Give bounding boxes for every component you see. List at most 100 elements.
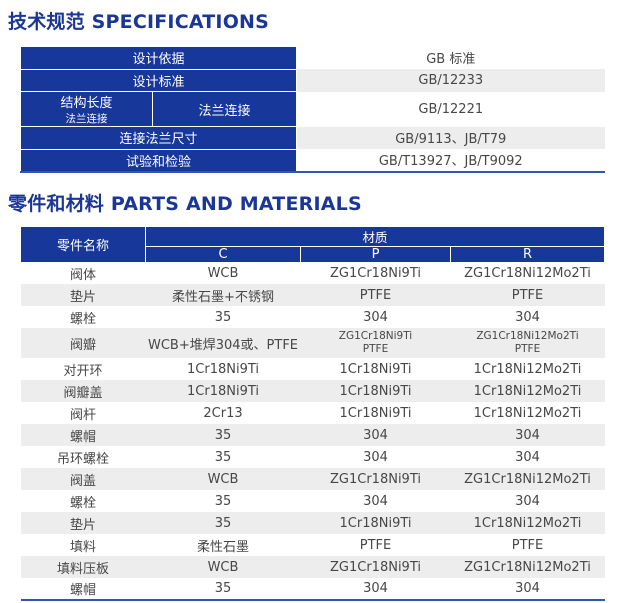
parts-row: 垫片 35 1Cr18Ni9Ti 1Cr18Ni12Mo2Ti xyxy=(20,512,605,535)
material-p-cell: ZG1Cr18Ni9Ti xyxy=(330,265,421,281)
part-name-cell: 螺帽 xyxy=(20,424,146,447)
spec-label-cell: 设计依据 xyxy=(19,46,298,70)
spec-table-body: 设计依据 GB 标准 设计标准 GB/12233 结构长度 法兰连接 法兰连接 G… xyxy=(19,46,605,172)
material-c-cell: WCB xyxy=(145,468,301,491)
material-p-cell: 1Cr18Ni9Ti xyxy=(339,361,412,377)
material-c-cell: 35 xyxy=(214,309,232,325)
spec-row: 设计依据 GB 标准 xyxy=(19,46,605,70)
spec-value-cell: GB 标准 xyxy=(426,52,476,68)
material-c-cell: 35 xyxy=(145,424,301,447)
material-p-cell: ZG1Cr18Ni9Ti PTFE xyxy=(300,328,451,359)
part-name-cell: 螺栓 xyxy=(69,311,96,327)
material-subvalue: 法兰连接 xyxy=(65,113,108,125)
parts-header-row-2: C P R xyxy=(21,245,605,263)
material-p-cell: 1Cr18Ni9Ti xyxy=(339,405,412,421)
spec-value-cell: GB/12221 xyxy=(418,101,484,117)
parts-table-body: 阀体 WCB ZG1Cr18Ni9Ti ZG1Cr18Ni12Mo2Ti 垫片 … xyxy=(20,262,605,600)
parts-table-header: 零件名称 材质 C P R xyxy=(20,225,605,263)
material-c-cell: WCB xyxy=(145,556,301,579)
specifications-title: 技术规范 SPECIFICATIONS xyxy=(0,0,619,34)
spec-row: 试验和检验 GB/T13927、JB/T9092 xyxy=(19,148,605,172)
part-name-cell: 阀杆 xyxy=(69,407,96,423)
column-header-p: P xyxy=(300,245,451,263)
parts-row: 螺帽 35 304 304 xyxy=(21,578,605,600)
part-name-cell: 填料 xyxy=(69,539,96,555)
material-r-cell: ZG1Cr18Ni12Mo2Ti PTFE xyxy=(450,328,605,359)
parts-row: 吊环螺栓 35 304 304 xyxy=(21,446,605,468)
parts-row: 阀瓣 WCB+堆焊304或、PTFE ZG1Cr18Ni9Ti PTFE ZG1C… xyxy=(20,328,605,359)
part-name-cell: 阀体 xyxy=(69,267,96,283)
material-r-cell: 1Cr18Ni12Mo2Ti xyxy=(450,380,605,403)
material-p-cell: 304 xyxy=(363,581,388,597)
spec-row: 设计标准 GB/12233 xyxy=(19,68,605,92)
material-p-cell: 1Cr18Ni9Ti xyxy=(300,512,451,535)
material-header: 材质 xyxy=(145,225,605,247)
spec-row: 结构长度 法兰连接 法兰连接 GB/12221 xyxy=(20,91,605,127)
parts-row: 填料 柔性石墨 PTFE PTFE xyxy=(21,534,605,556)
parts-row: 填料压板 WCB ZG1Cr18Ni9Ti ZG1Cr18Ni12Mo2Ti xyxy=(20,556,605,579)
parts-title-zh: 零件和材料 xyxy=(8,192,105,215)
spec-value-cell: GB/9113、JB/T79 xyxy=(296,126,605,149)
spec-value-cell: GB/12233 xyxy=(296,69,605,92)
parts-row: 阀瓣盖 1Cr18Ni9Ti 1Cr18Ni9Ti 1Cr18Ni12Mo2Ti xyxy=(20,380,605,403)
material-p-cell: 1Cr18Ni9Ti xyxy=(300,380,451,403)
material-p-cell: 304 xyxy=(363,449,388,465)
parts-title: 零件和材料 PARTS AND MATERIALS xyxy=(0,189,619,216)
parts-row: 对开环 1Cr18Ni9Ti 1Cr18Ni9Ti 1Cr18Ni12Mo2Ti xyxy=(21,358,605,380)
spec-label-cell: 结构长度 法兰连接 xyxy=(20,91,153,127)
material-c-cell: 35 xyxy=(214,449,232,465)
spec-label-cell: 设计标准 xyxy=(19,68,298,92)
part-name-cell: 垫片 xyxy=(20,284,146,306)
part-name-cell: 垫片 xyxy=(20,512,146,535)
material-c-cell: 柔性石墨 xyxy=(196,539,249,555)
material-p-cell: ZG1Cr18Ni9Ti xyxy=(300,468,451,491)
spec-label-cell: 连接法兰尺寸 xyxy=(19,126,298,150)
material-p-cell: 304 xyxy=(363,309,388,325)
parts-table: 零件名称 材质 C P R 阀体 WCB ZG1Cr18Ni9Ti ZG1Cr1… xyxy=(20,225,605,602)
parts-row: 螺帽 35 304 304 xyxy=(20,424,605,447)
part-name-cell: 螺栓 xyxy=(69,495,96,511)
parts-title-en: PARTS AND MATERIALS xyxy=(110,192,362,215)
specifications-table: 设计依据 GB 标准 设计标准 GB/12233 结构长度 法兰连接 法兰连接 G… xyxy=(19,46,605,173)
part-name-cell: 阀瓣盖 xyxy=(20,380,146,403)
material-r-cell: 304 xyxy=(515,309,540,325)
material-c-cell: 1Cr18Ni9Ti xyxy=(145,380,301,403)
material-p-cell: PTFE xyxy=(300,284,451,306)
specifications-title-zh: 技术规范 xyxy=(8,11,85,33)
material-r-cell: ZG1Cr18Ni12Mo2Ti xyxy=(464,265,591,281)
material-subvalue: PTFE xyxy=(362,343,389,356)
parts-row: 螺栓 35 304 304 xyxy=(21,306,605,328)
parts-row: 阀体 WCB ZG1Cr18Ni9Ti ZG1Cr18Ni12Mo2Ti xyxy=(21,262,605,284)
column-header-c: C xyxy=(145,245,301,263)
part-name-cell: 对开环 xyxy=(63,363,103,379)
column-header-r: R xyxy=(450,245,605,263)
parts-row: 螺栓 35 304 304 xyxy=(21,490,605,512)
material-c-cell: 35 xyxy=(214,493,232,509)
material-c-cell: 2Cr13 xyxy=(203,405,243,421)
material-r-cell: 304 xyxy=(515,493,540,509)
material-r-cell: ZG1Cr18Ni12Mo2Ti xyxy=(450,556,605,579)
material-p-cell: ZG1Cr18Ni9Ti xyxy=(300,556,451,579)
material-r-cell: 1Cr18Ni12Mo2Ti xyxy=(473,361,582,377)
part-name-cell: 阀盖 xyxy=(20,468,146,491)
part-name-cell: 填料压板 xyxy=(20,556,146,579)
material-c-cell: 1Cr18Ni9Ti xyxy=(187,361,259,377)
material-c-cell: WCB xyxy=(207,265,239,281)
specifications-title-en: SPECIFICATIONS xyxy=(91,11,270,33)
part-name-cell: 螺帽 xyxy=(69,583,96,599)
material-c-cell: 柔性石墨+不锈钢 xyxy=(145,284,301,306)
material-r-cell: 304 xyxy=(515,581,540,597)
part-name-cell: 阀瓣 xyxy=(20,328,146,359)
material-c-cell: 35 xyxy=(145,512,301,535)
material-c-cell: WCB+堆焊304或、PTFE xyxy=(145,328,301,359)
material-r-cell: 1Cr18Ni12Mo2Ti xyxy=(450,512,605,535)
material-p-cell: PTFE xyxy=(359,537,392,553)
parts-row: 垫片 柔性石墨+不锈钢 PTFE PTFE xyxy=(20,284,605,306)
parts-header-row-1: 零件名称 材质 xyxy=(20,225,605,263)
part-name-header: 零件名称 xyxy=(20,225,146,263)
parts-row: 阀盖 WCB ZG1Cr18Ni9Ti ZG1Cr18Ni12Mo2Ti xyxy=(20,468,605,491)
spec-label2-cell: 法兰连接 xyxy=(151,91,298,127)
material-c-cell: 35 xyxy=(214,581,232,597)
parts-row: 阀杆 2Cr13 1Cr18Ni9Ti 1Cr18Ni12Mo2Ti xyxy=(21,402,605,424)
material-r-cell: 304 xyxy=(515,449,540,465)
